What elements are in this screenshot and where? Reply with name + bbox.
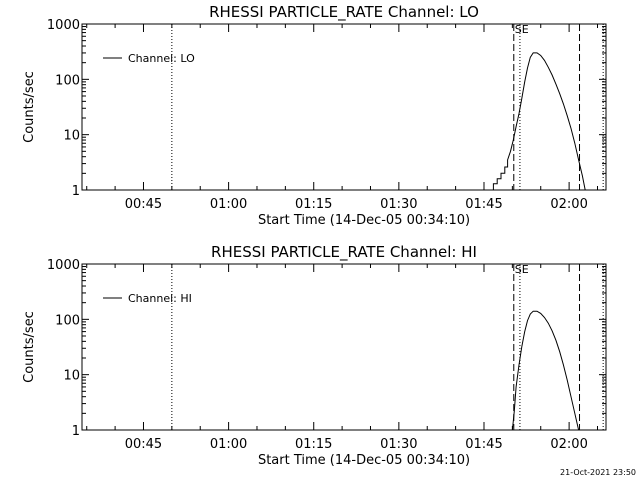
y-tick-label: 10: [63, 129, 80, 144]
x-tick-label: 01:30: [380, 197, 417, 212]
y-tick-label: 10: [63, 369, 80, 384]
x-tick-label: 01:30: [380, 437, 417, 452]
x-tick-label: 01:00: [210, 197, 247, 212]
x-tick-label: 01:45: [465, 197, 502, 212]
x-tick-label: 01:00: [210, 437, 247, 452]
plot-frame: [81, 23, 607, 191]
panel-lo: RHESSI PARTICLE_RATE Channel: LO 1 10 100 10…: [22, 3, 607, 228]
x-tick-label: 02:00: [550, 197, 587, 212]
legend-label: Channel: LO: [128, 52, 195, 65]
generation-timestamp: 21-Oct-2021 23:50: [560, 468, 636, 477]
y-axis-label: Counts/sec: [22, 71, 37, 143]
panel-hi: RHESSI PARTICLE_RATE Channel: HI 1 10 100 10…: [22, 243, 607, 468]
series-line-channello: [489, 52, 586, 191]
x-tick-label: 01:15: [295, 437, 332, 452]
y-tick-label: 100: [55, 313, 80, 328]
x-axis-label: Start Time (14-Dec-05 00:34:10): [258, 213, 470, 228]
x-tick-label: 01:45: [465, 437, 502, 452]
y-tick-label: 100: [55, 73, 80, 88]
chart-title: RHESSI PARTICLE_RATE Channel: LO: [209, 3, 479, 22]
se-annotation: SE: [515, 263, 529, 276]
y-tick-label: 1: [72, 424, 80, 439]
se-annotation: SE: [515, 23, 529, 36]
y-tick-label: 1: [72, 184, 80, 199]
plot-frame: [81, 263, 607, 431]
x-axis-label: Start Time (14-Dec-05 00:34:10): [258, 453, 470, 468]
legend-label: Channel: HI: [128, 292, 192, 305]
chart-title: RHESSI PARTICLE_RATE Channel: HI: [211, 243, 477, 262]
series-line-channelhi: [511, 310, 580, 431]
y-axis-label: Counts/sec: [22, 311, 37, 383]
y-tick-label: 1000: [47, 18, 80, 33]
y-tick-label: 1000: [47, 258, 80, 273]
x-tick-label: 00:45: [125, 197, 162, 212]
x-tick-label: 00:45: [125, 437, 162, 452]
x-tick-label: 02:00: [550, 437, 587, 452]
x-tick-label: 01:15: [295, 197, 332, 212]
